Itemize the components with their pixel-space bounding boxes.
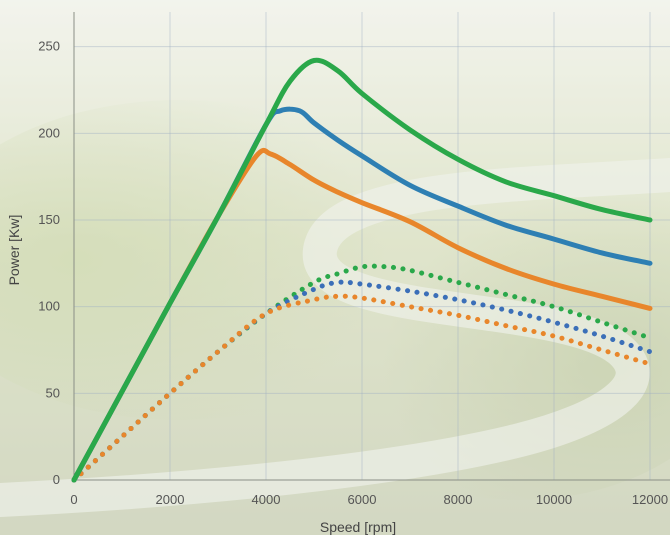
- x-tick-labels: 0 2000 4000 6000 8000 10000 12000: [70, 492, 668, 507]
- y-tick-labels: 0 50 100 150 200 250: [38, 39, 60, 487]
- y-tick-label: 100: [38, 299, 60, 314]
- y-tick-label: 200: [38, 125, 60, 140]
- x-tick-label: 4000: [252, 492, 281, 507]
- x-tick-label: 0: [70, 492, 77, 507]
- x-tick-label: 8000: [444, 492, 473, 507]
- y-tick-label: 250: [38, 39, 60, 54]
- x-tick-label: 2000: [156, 492, 185, 507]
- y-axis-label: Power [Kw]: [6, 215, 22, 286]
- series-line-dotted-4: [71, 279, 653, 483]
- axes: [73, 12, 670, 481]
- series-layer: [71, 57, 653, 483]
- series-line-solid-0: [71, 57, 653, 483]
- y-tick-label: 50: [46, 385, 60, 400]
- y-tick-label: 0: [53, 472, 60, 487]
- x-axis-label: Speed [rpm]: [320, 519, 396, 535]
- y-tick-label: 150: [38, 212, 60, 227]
- x-tick-label: 6000: [348, 492, 377, 507]
- x-tick-label: 10000: [536, 492, 572, 507]
- x-tick-label: 12000: [632, 492, 668, 507]
- series-line-dotted-5: [71, 293, 653, 483]
